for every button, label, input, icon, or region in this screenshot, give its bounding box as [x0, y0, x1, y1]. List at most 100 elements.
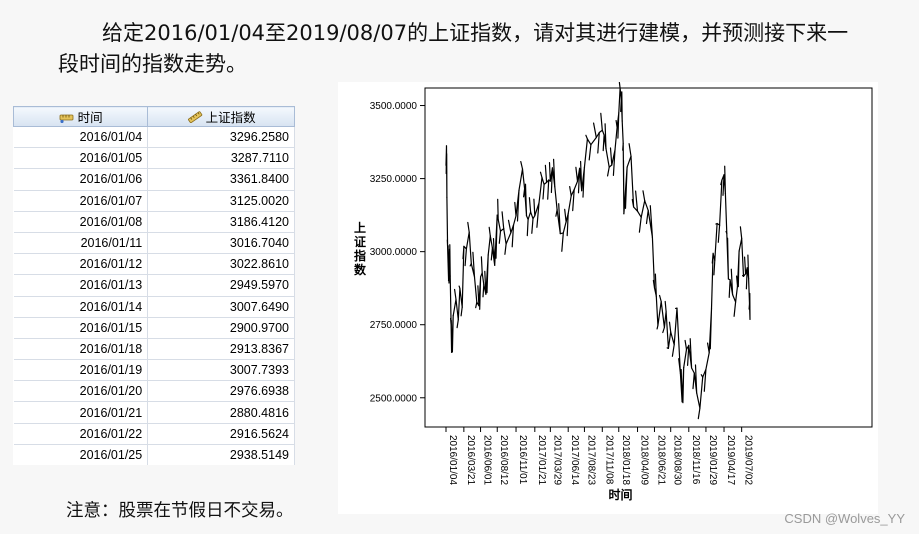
cell-index[interactable]: 2900.9700 [147, 317, 295, 339]
data-point [525, 215, 528, 217]
cell-index[interactable]: 2913.8367 [147, 338, 295, 361]
cell-index[interactable]: 3125.0020 [147, 190, 295, 212]
cell-index[interactable]: 3007.7393 [147, 359, 295, 382]
data-point [541, 177, 543, 179]
cell-date[interactable]: 2016/01/21 [13, 401, 149, 424]
data-point [445, 145, 448, 147]
cell-index[interactable]: 3022.8610 [147, 253, 295, 276]
cell-date[interactable]: 2016/01/25 [13, 444, 149, 465]
data-point [683, 366, 685, 369]
cell-index[interactable]: 2938.5149 [147, 444, 295, 465]
x-tick-label: 2016/01/04 [447, 435, 458, 485]
cell-date[interactable]: 2016/01/19 [13, 359, 149, 382]
data-point [450, 324, 452, 326]
data-point [699, 407, 701, 409]
data-point [657, 324, 659, 327]
data-point [665, 310, 667, 313]
table-row: 2016/01/19 3007.7393 [13, 359, 295, 382]
cell-date[interactable]: 2016/01/15 [13, 317, 149, 339]
cell-date[interactable]: 2016/01/04 [13, 126, 149, 149]
data-point [512, 224, 515, 226]
data-point [714, 259, 716, 262]
data-point [614, 149, 616, 151]
cell-index[interactable]: 3287.7110 [147, 147, 295, 170]
data-point [483, 284, 485, 286]
cell-date[interactable]: 2016/01/13 [13, 274, 149, 297]
data-point [576, 180, 579, 182]
data-point [708, 352, 710, 354]
data-point [532, 218, 534, 220]
data-point [530, 211, 532, 213]
table-row: 2016/01/15 2900.9700 [13, 317, 295, 339]
cell-index[interactable]: 3016.7040 [147, 232, 295, 255]
data-point [688, 344, 690, 347]
watermark: CSDN @Wolves_YY [784, 511, 905, 526]
x-tick-label: 2016/03/21 [465, 435, 476, 485]
data-point [598, 131, 600, 134]
y-tick-label: 3000.0000 [370, 247, 418, 258]
cell-date[interactable]: 2016/01/14 [13, 296, 149, 318]
cell-index[interactable]: 3296.2580 [147, 126, 295, 149]
data-point [651, 236, 653, 238]
data-point [546, 181, 548, 183]
x-tick-label: 2017/06/14 [569, 435, 580, 485]
cell-index[interactable]: 3186.4120 [147, 211, 295, 233]
cell-index[interactable]: 2916.5624 [147, 423, 295, 445]
cell-index[interactable]: 2949.5970 [147, 274, 295, 297]
table-row: 2016/01/18 2913.8367 [13, 338, 295, 361]
data-point [562, 232, 564, 234]
column-header-time[interactable]: 时间 [12, 106, 149, 127]
x-tick-label: 2016/08/12 [498, 435, 509, 485]
data-point [644, 200, 646, 202]
data-point [647, 209, 649, 211]
data-point [601, 129, 603, 131]
data-point [503, 228, 505, 230]
data-point [618, 112, 620, 114]
cell-date[interactable]: 2016/01/07 [13, 190, 149, 212]
ruler-icon [187, 111, 202, 123]
column-header-index[interactable]: 上证指数 [147, 106, 295, 127]
data-point [626, 166, 628, 168]
x-tick-label: 2018/06/21 [655, 435, 666, 485]
data-point [738, 250, 740, 252]
cell-index[interactable]: 3007.6490 [147, 296, 295, 318]
data-point [622, 142, 624, 144]
data-point [548, 179, 550, 181]
cell-date[interactable]: 2016/01/18 [13, 338, 149, 361]
y-tick-label: 2500.0000 [370, 393, 418, 404]
data-point [518, 189, 520, 191]
cell-date[interactable]: 2016/01/12 [13, 253, 149, 276]
cell-date[interactable]: 2016/01/22 [13, 423, 149, 445]
data-point [573, 188, 575, 191]
cell-date[interactable]: 2016/01/11 [13, 232, 149, 255]
data-point [712, 252, 714, 255]
cell-index[interactable]: 2976.6938 [147, 380, 295, 403]
data-point [619, 87, 621, 89]
data-point [470, 262, 472, 265]
cell-index[interactable]: 3361.8400 [147, 168, 295, 191]
data-point [679, 372, 682, 374]
cell-date[interactable]: 2016/01/05 [13, 147, 149, 170]
cell-date[interactable]: 2016/01/20 [13, 380, 149, 403]
x-tick-label: 2018/08/30 [672, 435, 683, 485]
plot-frame [424, 87, 873, 428]
data-point [710, 308, 713, 310]
data-point [481, 272, 483, 274]
data-point [583, 166, 586, 169]
data-point [749, 318, 751, 320]
y-tick-label: 2750.0000 [370, 320, 418, 331]
data-point [744, 273, 747, 275]
table-row: 2016/01/06 3361.8400 [13, 168, 295, 191]
x-tick-label: 2018/11/16 [690, 435, 701, 485]
cell-date[interactable]: 2016/01/06 [13, 168, 149, 191]
table-row: 2016/01/04 3296.2580 [13, 126, 295, 149]
data-point [521, 168, 524, 170]
data-point [479, 276, 482, 278]
data-point [623, 213, 625, 215]
data-point [748, 303, 751, 305]
data-point [616, 126, 618, 128]
cell-date[interactable]: 2016/01/08 [13, 211, 149, 233]
note-text: 注意：股票在节假日不交易。 [66, 501, 294, 521]
y-tick-label: 3250.0000 [370, 174, 418, 185]
cell-index[interactable]: 2880.4816 [147, 401, 295, 424]
